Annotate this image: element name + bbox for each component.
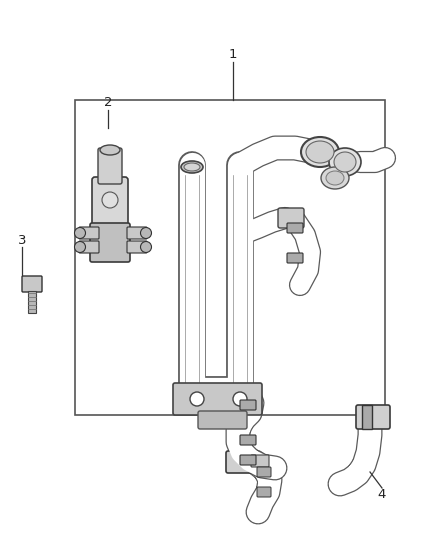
- FancyBboxPatch shape: [90, 223, 130, 262]
- FancyBboxPatch shape: [240, 455, 256, 465]
- FancyBboxPatch shape: [98, 148, 122, 184]
- Ellipse shape: [326, 171, 344, 185]
- Text: 4: 4: [378, 489, 386, 502]
- Circle shape: [190, 392, 204, 406]
- Circle shape: [233, 392, 247, 406]
- FancyBboxPatch shape: [226, 451, 258, 473]
- FancyBboxPatch shape: [198, 411, 247, 429]
- FancyBboxPatch shape: [287, 223, 303, 233]
- Ellipse shape: [334, 152, 356, 172]
- Circle shape: [74, 241, 85, 253]
- Bar: [75, 100, 385, 415]
- FancyBboxPatch shape: [79, 241, 99, 253]
- FancyBboxPatch shape: [173, 383, 262, 415]
- FancyBboxPatch shape: [79, 227, 99, 239]
- FancyBboxPatch shape: [257, 467, 271, 477]
- Text: 1: 1: [229, 49, 237, 61]
- Ellipse shape: [181, 161, 203, 173]
- FancyBboxPatch shape: [22, 276, 42, 292]
- FancyBboxPatch shape: [287, 253, 303, 263]
- FancyBboxPatch shape: [127, 241, 147, 253]
- FancyBboxPatch shape: [257, 487, 271, 497]
- FancyBboxPatch shape: [240, 400, 256, 410]
- Ellipse shape: [100, 145, 120, 155]
- FancyBboxPatch shape: [251, 455, 269, 467]
- Text: 3: 3: [18, 233, 26, 246]
- Text: 2: 2: [104, 96, 112, 109]
- Ellipse shape: [321, 167, 349, 189]
- FancyBboxPatch shape: [127, 227, 147, 239]
- Ellipse shape: [306, 141, 334, 163]
- Bar: [362, 405, 372, 429]
- FancyBboxPatch shape: [240, 435, 256, 445]
- Ellipse shape: [301, 137, 339, 167]
- FancyBboxPatch shape: [92, 177, 128, 228]
- Circle shape: [141, 241, 152, 253]
- Circle shape: [74, 228, 85, 238]
- FancyBboxPatch shape: [356, 405, 390, 429]
- Circle shape: [102, 192, 118, 208]
- Ellipse shape: [184, 163, 200, 171]
- Circle shape: [141, 228, 152, 238]
- FancyBboxPatch shape: [278, 208, 304, 228]
- Ellipse shape: [329, 148, 361, 176]
- Bar: [28, 291, 36, 313]
